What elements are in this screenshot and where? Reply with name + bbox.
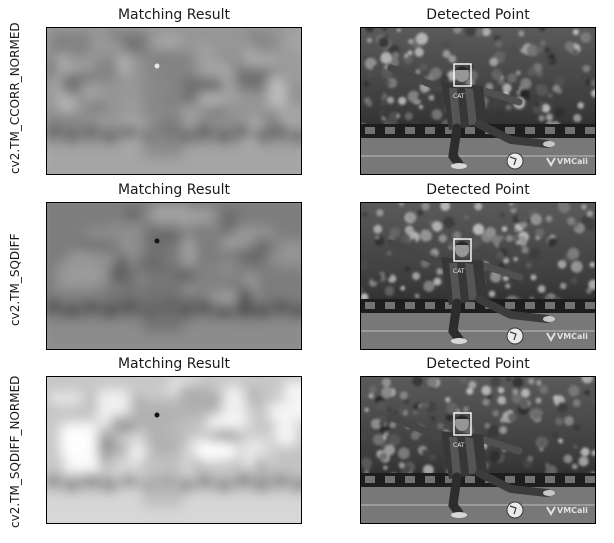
row-1-matching-result-image xyxy=(46,27,302,175)
row-2-matching-result-image xyxy=(46,202,302,350)
row-1-matching-result-title: Matching Result xyxy=(117,7,231,23)
svg-text:CAT: CAT xyxy=(453,268,465,275)
row-3-detected-point-image: CAT VMCali xyxy=(360,376,596,524)
row-2-detected-point-image: CAT VMCali xyxy=(360,202,596,350)
row-2-method-label: cv2.TM_SQDIFF xyxy=(8,233,22,326)
row-1-detected-point-image: CAT VMCali xyxy=(360,27,596,175)
row-3-method-label: cv2.TM_SQDIFF_NORMED xyxy=(8,375,22,528)
svg-text:CAT: CAT xyxy=(453,93,465,100)
row-1-detected-point-title: Detected Point xyxy=(426,7,530,23)
row-3-detected-point-title: Detected Point xyxy=(426,356,530,372)
row-1-method-label: cv2.TM_CCORR_NORMED xyxy=(8,22,22,174)
svg-text:VMCali: VMCali xyxy=(557,506,588,515)
svg-text:VMCali: VMCali xyxy=(557,332,588,341)
row-2-matching-result-title: Matching Result xyxy=(117,182,231,198)
row-3-matching-result-title: Matching Result xyxy=(117,356,231,372)
row-3-matching-result-image xyxy=(46,376,302,524)
svg-text:VMCali: VMCali xyxy=(557,157,588,166)
svg-text:CAT: CAT xyxy=(453,442,465,449)
row-2-detected-point-title: Detected Point xyxy=(426,182,530,198)
